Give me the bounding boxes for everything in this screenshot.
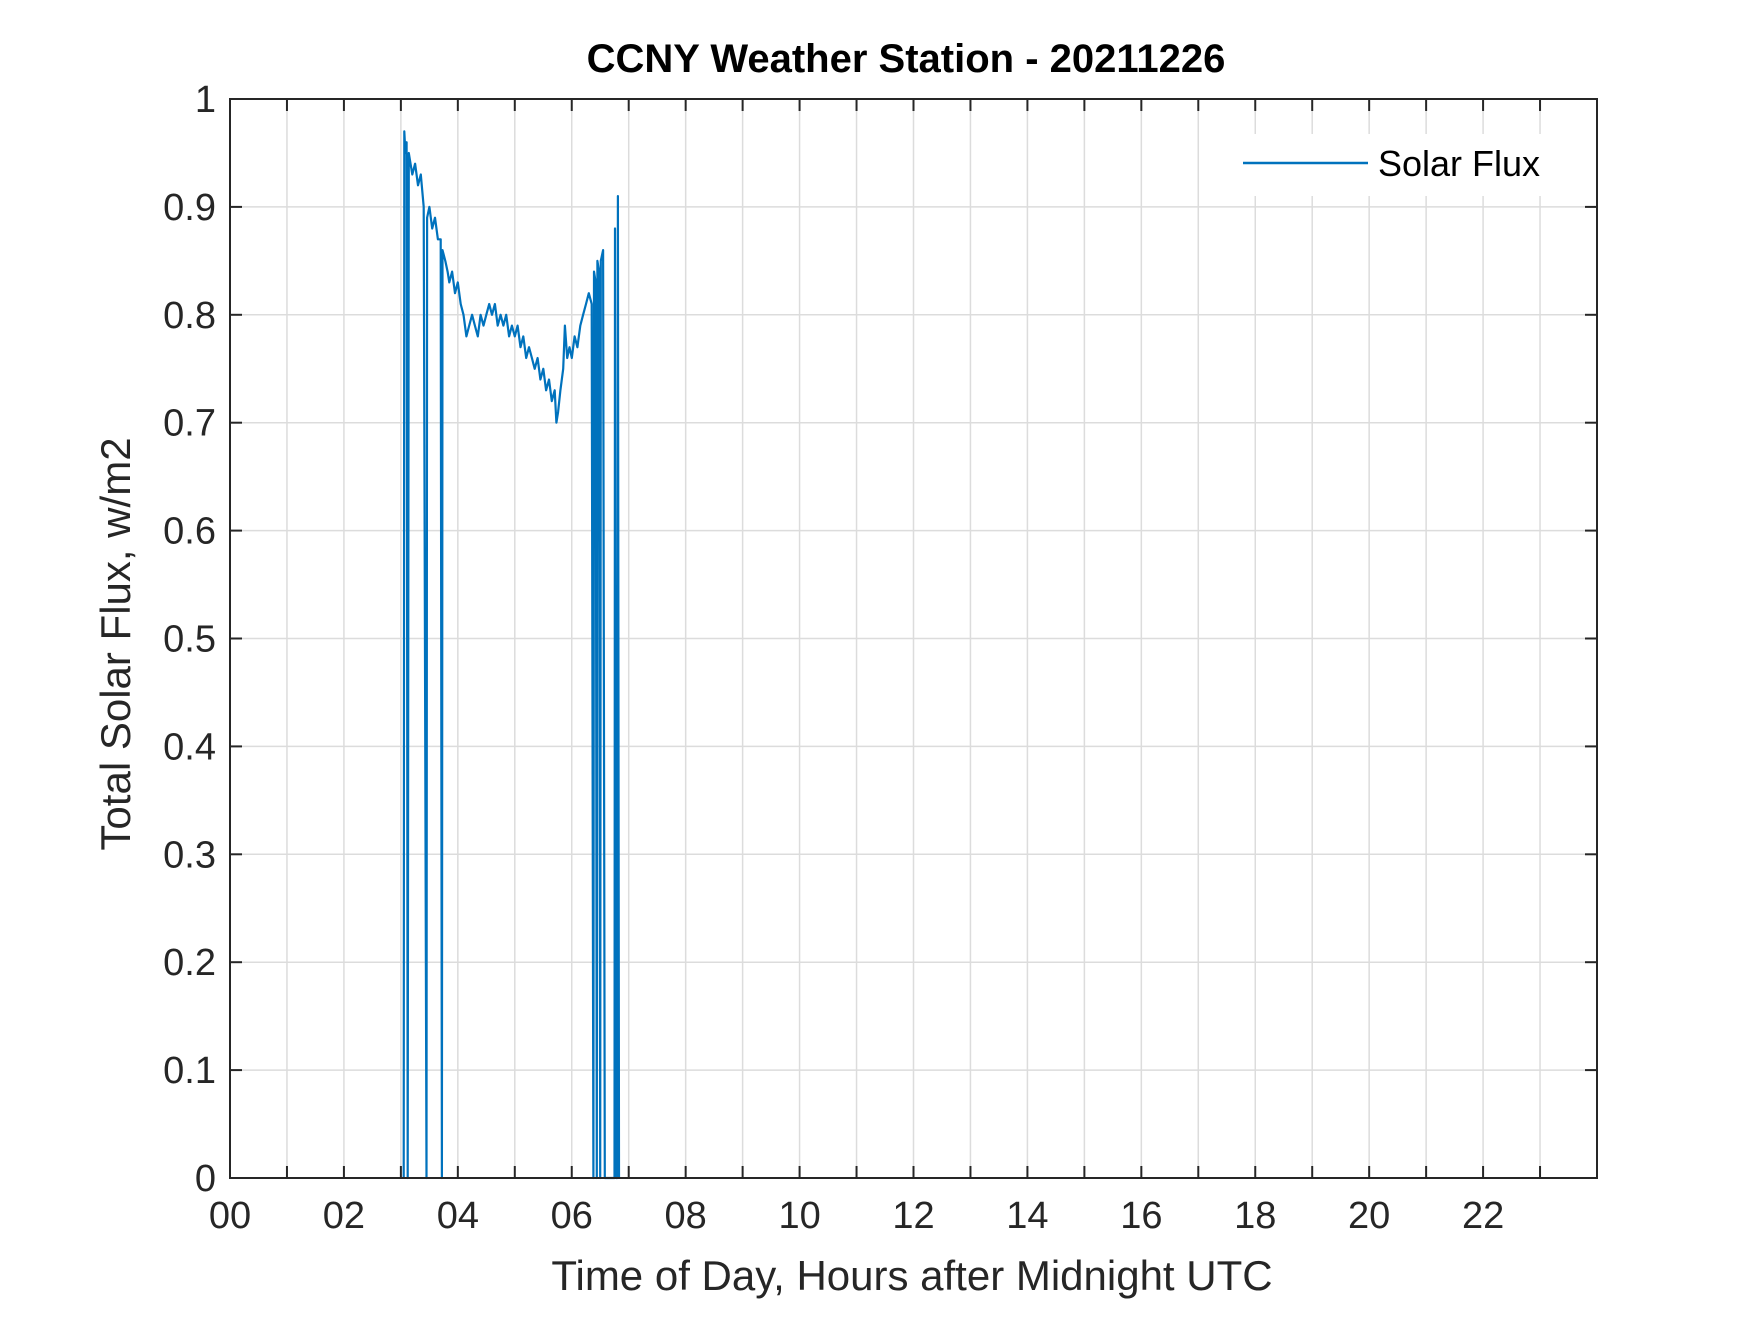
chart-title: CCNY Weather Station - 20211226	[587, 37, 1226, 81]
y-tick-label: 0.6	[163, 511, 216, 553]
y-tick-label: 0.2	[163, 942, 216, 984]
legend-box	[1228, 134, 1558, 196]
x-tick-labels: 00 02 04 06 08 10 12 14 16 18 20 22	[209, 1195, 1504, 1237]
axis-ticks	[230, 99, 1597, 1178]
x-tick-label: 08	[665, 1195, 707, 1237]
x-tick-label: 18	[1234, 1195, 1276, 1237]
x-tick-label: 06	[551, 1195, 593, 1237]
y-tick-labels: 0 0.1 0.2 0.3 0.4 0.5 0.6 0.7 0.8 0.9 1	[163, 79, 216, 1200]
y-tick-label: 0	[195, 1158, 216, 1200]
x-tick-label: 00	[209, 1195, 251, 1237]
y-tick-label: 0.7	[163, 403, 216, 445]
grid-lines	[230, 99, 1597, 1178]
y-tick-label: 0.8	[163, 295, 216, 337]
x-tick-label: 14	[1006, 1195, 1048, 1237]
y-tick-label: 0.9	[163, 187, 216, 229]
y-tick-label: 1	[195, 79, 216, 121]
y-tick-label: 0.5	[163, 619, 216, 661]
x-tick-label: 12	[892, 1195, 934, 1237]
y-tick-label: 0.1	[163, 1050, 216, 1092]
x-tick-label: 20	[1348, 1195, 1390, 1237]
x-axis-label: Time of Day, Hours after Midnight UTC	[551, 1252, 1272, 1299]
x-tick-label: 16	[1120, 1195, 1162, 1237]
x-tick-label: 22	[1462, 1195, 1504, 1237]
legend-label-solar-flux: Solar Flux	[1378, 143, 1540, 184]
legend: Solar Flux	[1228, 134, 1558, 196]
y-tick-label: 0.4	[163, 726, 216, 768]
x-tick-label: 10	[778, 1195, 820, 1237]
x-tick-label: 04	[437, 1195, 479, 1237]
x-tick-label: 02	[323, 1195, 365, 1237]
y-axis-label: Total Solar Flux, w/m2	[92, 437, 139, 850]
y-tick-label: 0.3	[163, 834, 216, 876]
